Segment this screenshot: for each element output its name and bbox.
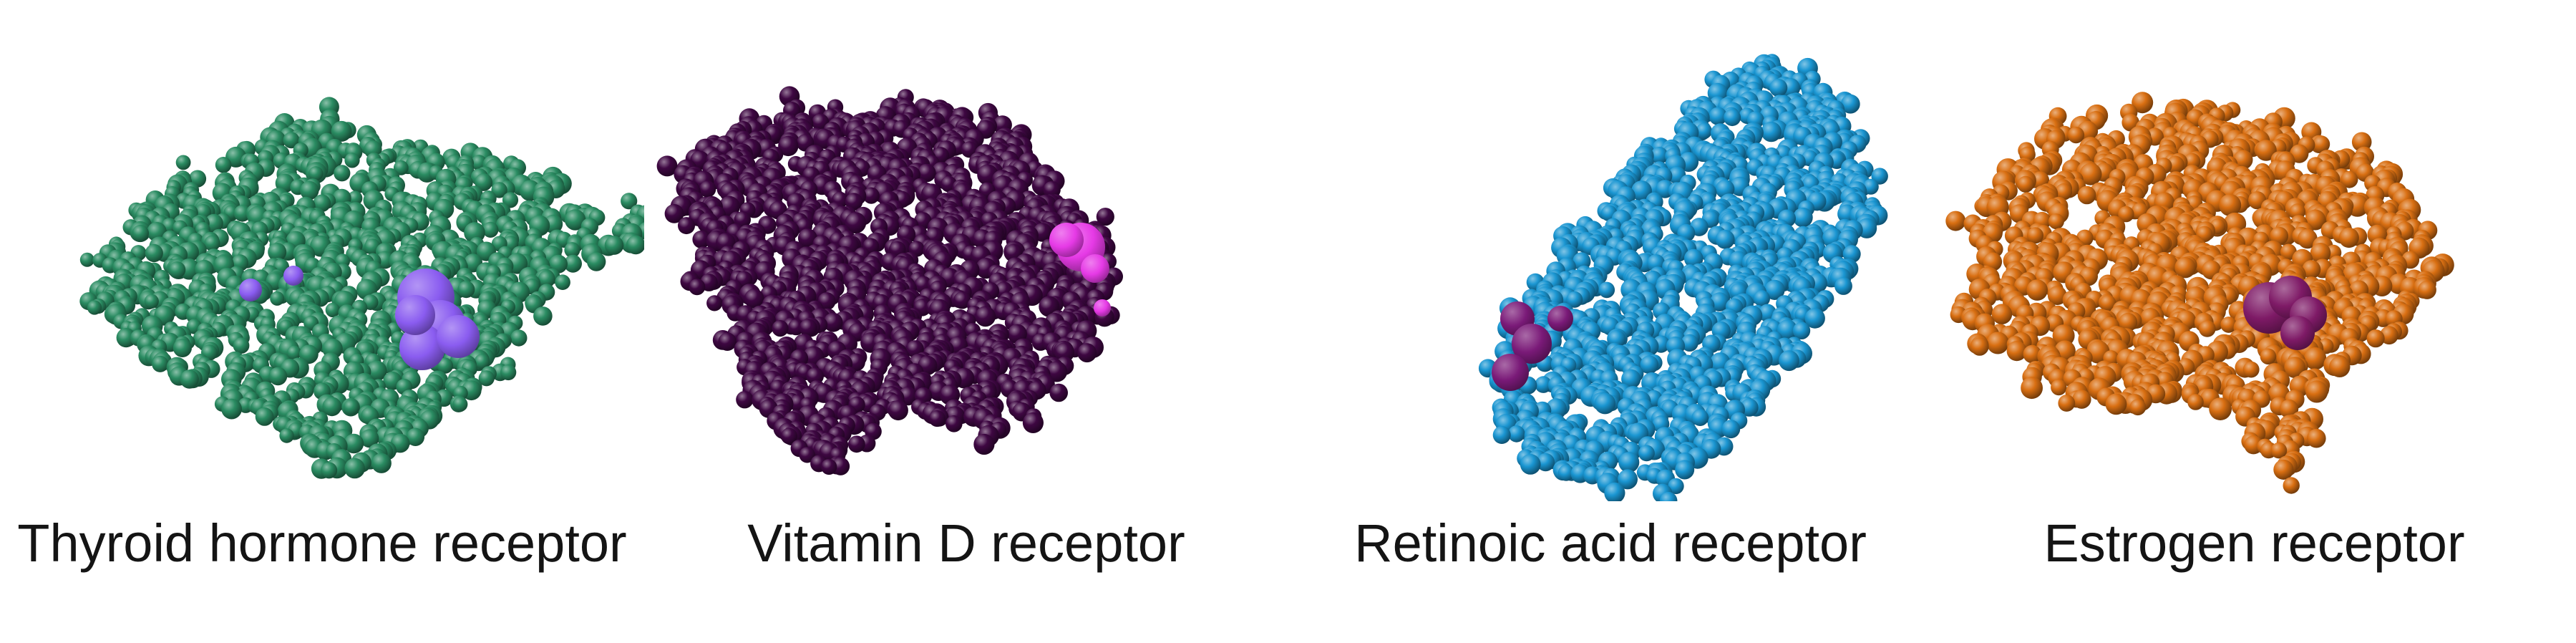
- thyroid-hormone-receptor-structure: [79, 97, 644, 479]
- protein-atoms: [1945, 92, 2454, 494]
- protein-atoms: [1478, 54, 1888, 501]
- vitamin-d-receptor-panel: Vitamin D receptor: [644, 0, 1288, 643]
- thyroid-hormone-receptor-label: Thyroid hormone receptor: [17, 513, 627, 573]
- retinoic-acid-receptor-panel: Retinoic acid receptor: [1288, 0, 1933, 643]
- protein-atoms: [656, 86, 1123, 475]
- thyroid-hormone-receptor-panel: Thyroid hormone receptor: [0, 0, 644, 643]
- ligand: [1492, 301, 1573, 391]
- estrogen-receptor-structure: [1945, 92, 2454, 494]
- ligand: [1049, 223, 1111, 316]
- retinoic-acid-receptor-structure: [1478, 54, 1888, 501]
- estrogen-receptor-label: Estrogen receptor: [2043, 513, 2465, 573]
- ligand: [2243, 276, 2327, 350]
- protein-atoms: [79, 97, 644, 479]
- vitamin-d-receptor-label: Vitamin D receptor: [747, 513, 1185, 573]
- ligand: [239, 266, 480, 370]
- retinoic-acid-receptor-label: Retinoic acid receptor: [1354, 513, 1867, 573]
- vitamin-d-receptor-structure: [656, 86, 1123, 475]
- estrogen-receptor-panel: Estrogen receptor: [1933, 0, 2576, 643]
